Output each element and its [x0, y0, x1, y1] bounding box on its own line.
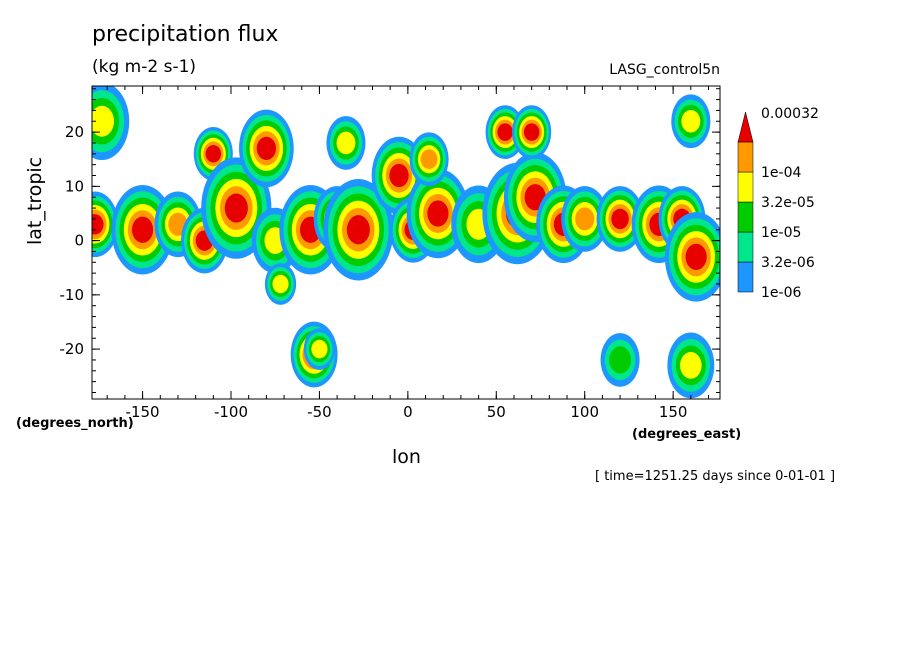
precip-contour-6-level-6 — [224, 193, 248, 223]
dataset-label: LASG_control5n — [609, 62, 720, 78]
precip-contour-14-level-4 — [336, 131, 356, 155]
precip-contour-9-level-4 — [272, 274, 289, 294]
precip-contour-32-level-3 — [609, 346, 631, 374]
precip-contour-20-level-6 — [497, 123, 513, 141]
precip-field — [92, 86, 720, 399]
legend-swatch — [737, 201, 754, 233]
legend-swatch — [737, 261, 754, 293]
legend-swatch — [737, 141, 754, 173]
precip-contour-18-level-5 — [420, 149, 438, 170]
precip-contour-2-level-6 — [131, 216, 154, 243]
precip-contour-29-level-6 — [685, 243, 707, 271]
y-tick-label: 20 — [65, 123, 84, 141]
chart-title: precipitation flux — [92, 22, 279, 47]
precip-contour-7-level-6 — [256, 136, 277, 161]
y-tick-label: -10 — [60, 286, 85, 304]
x-tick-label: 0 — [403, 403, 413, 421]
y-tick-label: -20 — [60, 340, 85, 358]
precip-contour-23-level-6 — [523, 123, 540, 141]
legend-label: 1e-04 — [761, 165, 801, 181]
x-unit-label: (degrees_east) — [632, 427, 742, 442]
y-unit-label: (degrees_north) — [16, 416, 134, 431]
x-tick-label: 150 — [659, 403, 688, 421]
legend-label: 1e-06 — [761, 285, 801, 301]
y-tick-label: 10 — [65, 177, 84, 195]
precip-contour-31-level-4 — [311, 339, 328, 359]
precip-contour-0-level-6 — [92, 214, 104, 235]
precip-contour-25-level-5 — [575, 207, 595, 231]
precip-contour-5-level-6 — [205, 145, 222, 163]
legend-label: 1e-05 — [761, 225, 801, 241]
plot-frame — [91, 85, 721, 400]
legend-swatch — [737, 171, 754, 203]
legend-arrow-swatch — [737, 111, 754, 143]
legend-label: 0.00032 — [761, 106, 819, 122]
precip-contour-13-level-6 — [346, 215, 370, 245]
legend-swatch — [737, 231, 754, 263]
precip-contour-26-level-6 — [611, 208, 629, 230]
x-tick-label: -100 — [214, 403, 248, 421]
precip-contour-1-level-4 — [92, 105, 115, 137]
x-axis-label: lon — [392, 446, 421, 468]
precip-contour-15-level-6 — [389, 163, 409, 188]
precip-field-group — [92, 86, 720, 399]
precip-contour-17-level-6 — [427, 200, 449, 227]
x-tick-label: -50 — [307, 403, 332, 421]
time-footnote: [ time=1251.25 days since 0-01-01 ] — [595, 469, 836, 484]
chart-subtitle: (kg m-2 s-1) — [92, 57, 197, 77]
precip-contour-30-level-4 — [681, 109, 701, 133]
y-tick-label: 0 — [74, 232, 84, 250]
x-tick-label: 50 — [487, 403, 506, 421]
color-legend: 1e-06 3.2e-06 1e-05 3.2e-05 1e-04 0.00032 — [737, 106, 819, 301]
legend-label: 3.2e-05 — [761, 195, 815, 211]
precip-contour-33-level-4 — [680, 351, 702, 379]
x-tick-label: 100 — [570, 403, 599, 421]
legend-label: 3.2e-06 — [761, 255, 815, 271]
x-tick-label: -150 — [126, 403, 160, 421]
